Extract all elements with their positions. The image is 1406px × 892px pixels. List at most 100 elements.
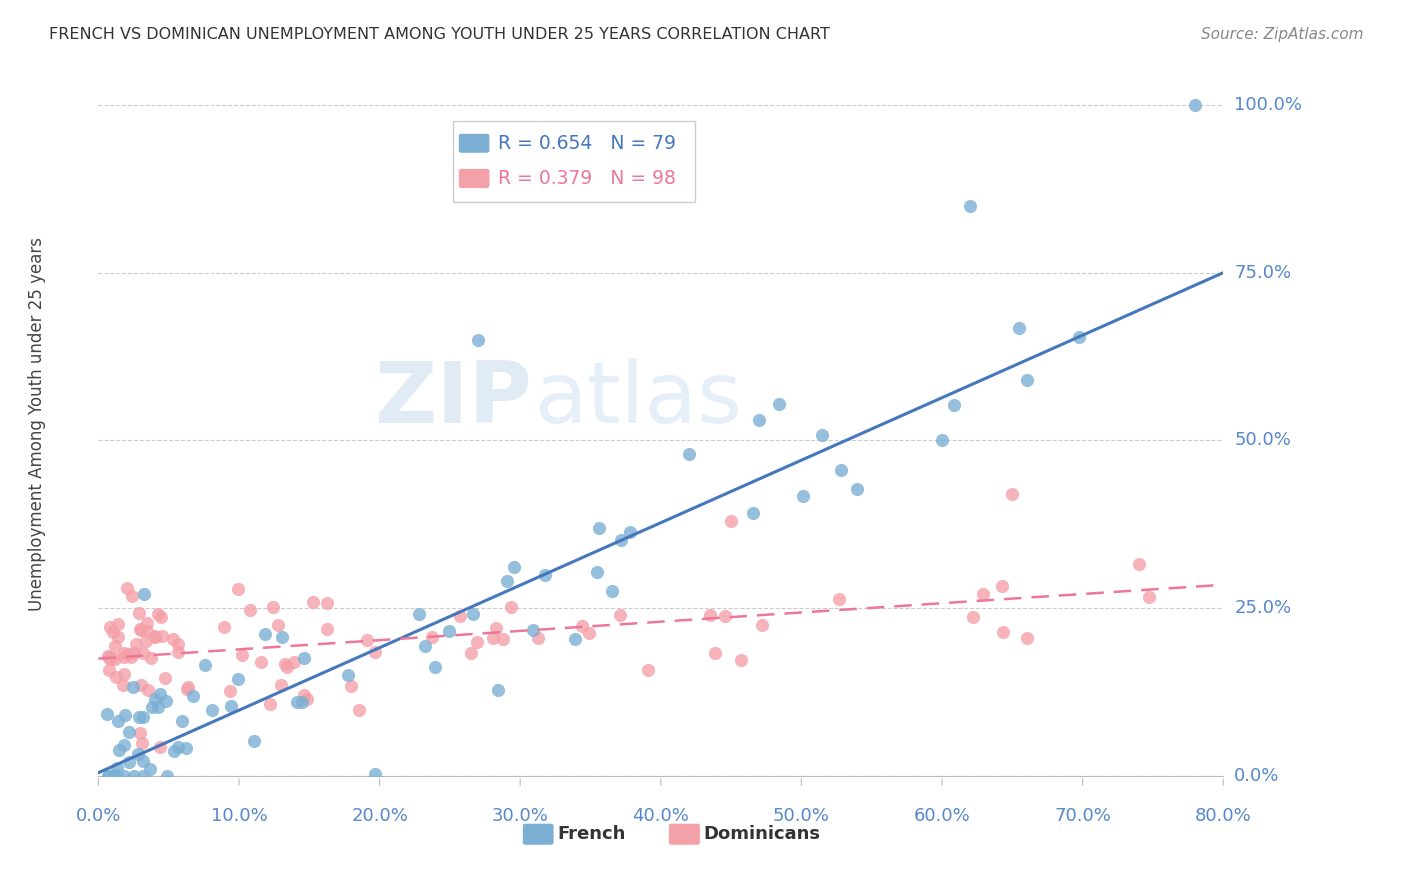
- Point: [1067, 330, 1090, 344]
- Point: [131, 623, 153, 637]
- Point: [104, 670, 127, 684]
- Point: [149, 609, 172, 624]
- Text: French: French: [557, 825, 626, 843]
- Point: [97, 651, 120, 665]
- Point: [1001, 487, 1024, 501]
- Point: [128, 710, 150, 724]
- Point: [112, 678, 135, 692]
- Point: [292, 688, 315, 702]
- Point: [136, 683, 159, 698]
- Point: [129, 622, 152, 636]
- Text: Unemployment Among Youth under 25 years: Unemployment Among Youth under 25 years: [28, 236, 45, 611]
- Point: [830, 462, 852, 476]
- Point: [129, 678, 152, 692]
- Point: [768, 397, 790, 411]
- Point: [135, 616, 157, 631]
- Point: [117, 648, 139, 662]
- Point: [315, 622, 337, 636]
- Point: [250, 655, 273, 669]
- Point: [1015, 631, 1038, 645]
- Point: [364, 767, 387, 781]
- Point: [167, 740, 190, 755]
- Point: [100, 651, 122, 665]
- Text: R = 0.379   N = 98: R = 0.379 N = 98: [498, 169, 676, 188]
- Point: [943, 398, 966, 412]
- Point: [155, 672, 177, 686]
- FancyBboxPatch shape: [458, 169, 489, 188]
- Point: [460, 646, 482, 660]
- Point: [162, 744, 184, 758]
- Point: [751, 617, 773, 632]
- Point: [482, 631, 505, 645]
- Point: [132, 769, 155, 783]
- Point: [135, 633, 157, 648]
- Point: [162, 632, 184, 646]
- Point: [609, 607, 631, 622]
- Text: 40.0%: 40.0%: [633, 806, 689, 824]
- Point: [136, 624, 159, 638]
- Point: [499, 599, 522, 614]
- Point: [181, 689, 204, 703]
- Point: [315, 596, 337, 610]
- Point: [578, 626, 600, 640]
- Point: [461, 607, 484, 621]
- Point: [828, 592, 851, 607]
- Point: [112, 646, 135, 660]
- Point: [115, 581, 138, 595]
- Point: [792, 489, 814, 503]
- Point: [253, 627, 276, 641]
- Point: [846, 483, 869, 497]
- Point: [219, 684, 242, 698]
- Point: [112, 650, 135, 665]
- Point: [959, 198, 981, 212]
- Point: [98, 663, 121, 677]
- Point: [486, 683, 509, 698]
- Point: [149, 687, 172, 701]
- Point: [413, 640, 436, 654]
- Point: [128, 606, 150, 620]
- Point: [340, 679, 363, 693]
- Point: [600, 584, 623, 599]
- Point: [167, 645, 190, 659]
- Point: [585, 565, 607, 579]
- Point: [139, 762, 162, 776]
- FancyBboxPatch shape: [669, 823, 700, 845]
- Point: [141, 700, 163, 714]
- Point: [491, 632, 513, 646]
- Point: [699, 607, 721, 622]
- Point: [243, 733, 266, 747]
- Point: [107, 714, 129, 729]
- Text: Dominicans: Dominicans: [703, 825, 821, 843]
- Point: [276, 660, 298, 674]
- Text: 0.0%: 0.0%: [76, 806, 121, 824]
- Point: [1184, 98, 1206, 112]
- Point: [104, 652, 127, 666]
- Point: [465, 635, 488, 649]
- Point: [143, 691, 166, 706]
- Point: [527, 631, 550, 645]
- Point: [108, 742, 131, 756]
- Point: [143, 629, 166, 643]
- Point: [98, 769, 121, 783]
- Point: [127, 747, 149, 762]
- Point: [713, 609, 735, 624]
- Text: R = 0.654   N = 79: R = 0.654 N = 79: [498, 134, 676, 153]
- Point: [748, 413, 770, 427]
- Point: [112, 739, 135, 753]
- Point: [267, 618, 290, 632]
- Point: [239, 603, 262, 617]
- Point: [200, 703, 222, 717]
- Text: ZIP: ZIP: [374, 358, 531, 441]
- Point: [962, 610, 984, 624]
- Point: [107, 630, 129, 644]
- Point: [356, 633, 378, 648]
- Text: 25.0%: 25.0%: [1234, 599, 1292, 617]
- Point: [226, 582, 249, 596]
- Point: [564, 632, 586, 647]
- Point: [104, 768, 127, 782]
- Text: 75.0%: 75.0%: [1234, 264, 1292, 282]
- Point: [274, 657, 297, 671]
- Point: [219, 698, 242, 713]
- Point: [114, 708, 136, 723]
- Point: [502, 559, 524, 574]
